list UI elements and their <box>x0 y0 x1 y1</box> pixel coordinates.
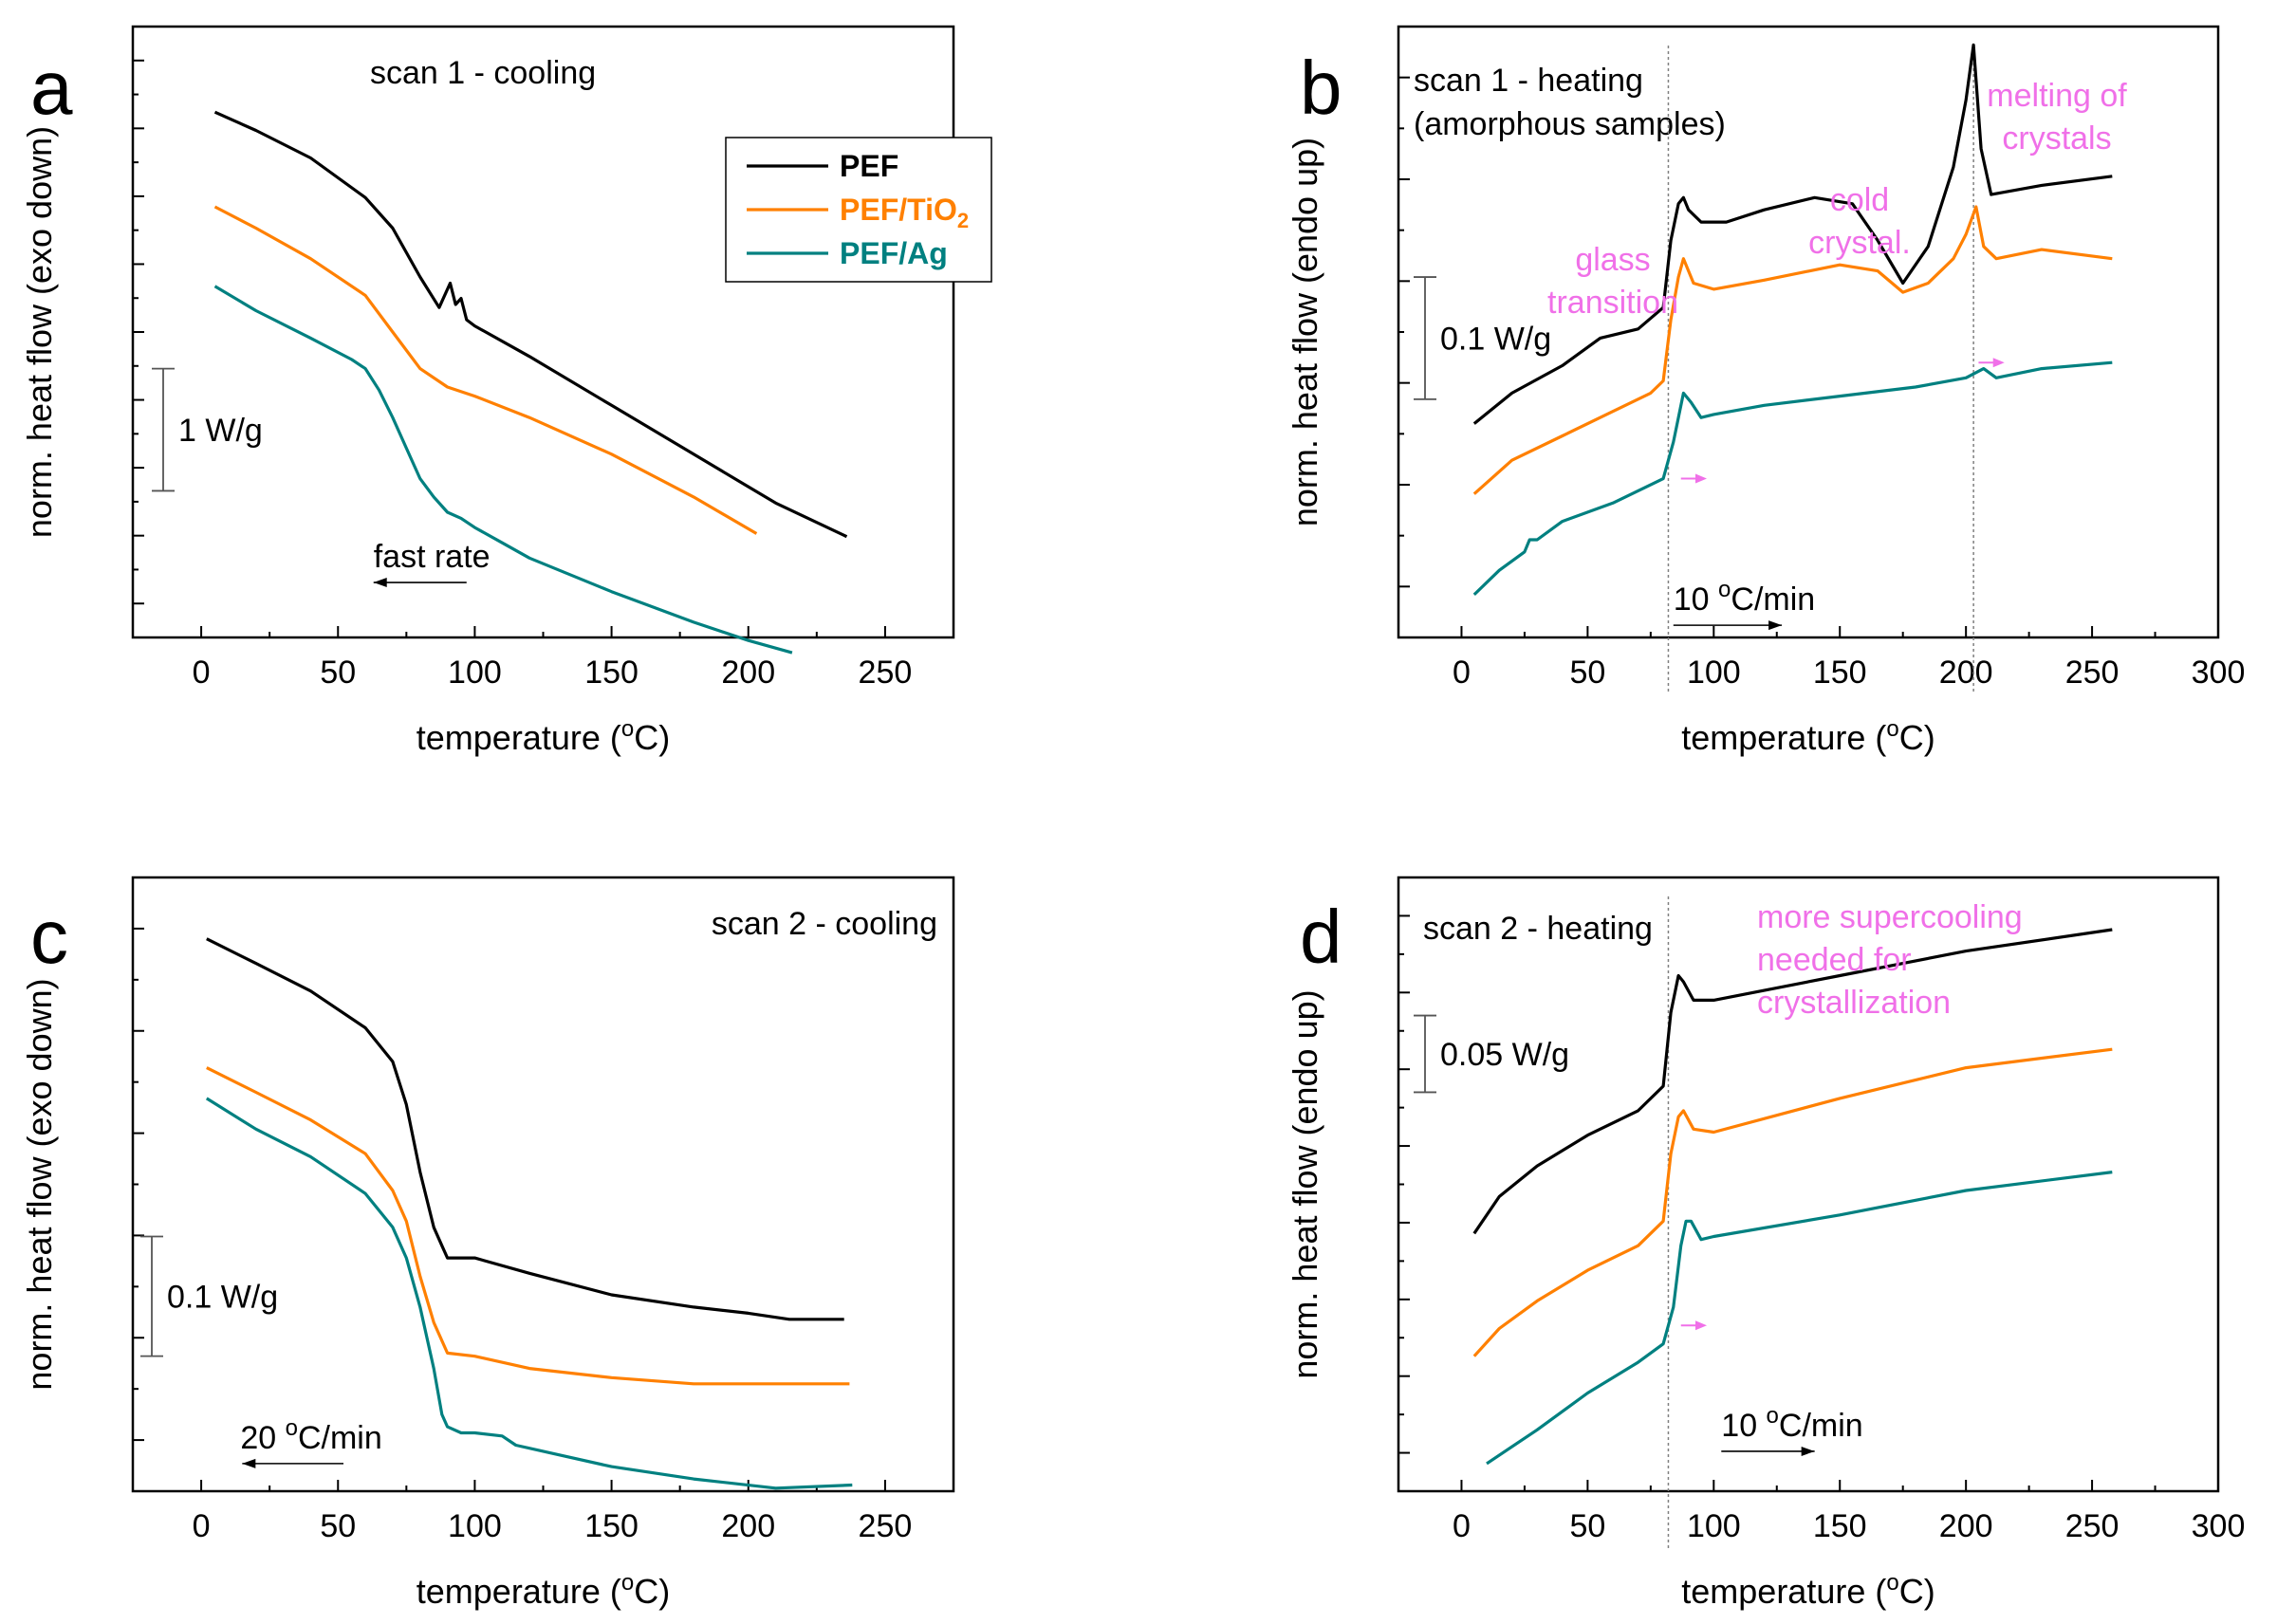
x-tick-label: 0 <box>1453 655 1471 691</box>
x-tick-label: 150 <box>584 655 639 691</box>
x-tick-label: 0 <box>193 1508 211 1544</box>
x-axis-label: temperature (oC) <box>1681 716 1935 757</box>
annotation-text: more supercooling <box>1757 899 2023 935</box>
series-line-pef <box>206 937 844 1321</box>
series-line-pef <box>1472 43 2113 425</box>
x-tick-label: 50 <box>1569 1508 1605 1544</box>
panel-letter: b <box>1300 46 1342 130</box>
series-line-pef-tio2 <box>1472 205 2113 495</box>
rate-label: fast rate <box>374 539 491 575</box>
series-line-pef <box>1472 928 2113 1235</box>
x-axis-label: temperature (oC) <box>417 1570 670 1611</box>
panel-letter: d <box>1300 895 1342 979</box>
x-tick-label: 100 <box>1687 1508 1741 1544</box>
panel-letter: c <box>30 895 68 979</box>
x-tick-label: 100 <box>448 1508 502 1544</box>
y-axis-label: norm. heat flow (exo down) <box>20 126 59 538</box>
series-line-pef-tio2 <box>1472 1047 2113 1357</box>
x-tick-label: 100 <box>448 655 502 691</box>
panel-a: 0 50 100 150 200 250 temperature (oC) norm. hea… <box>20 25 992 757</box>
legend-label: PEF <box>840 149 898 183</box>
annotation-text: crystals <box>2002 120 2111 157</box>
x-tick-label: 50 <box>320 1508 356 1544</box>
x-tick-label: 250 <box>859 655 913 691</box>
plot-frame <box>131 876 955 1493</box>
annotation-text: crystal. <box>1808 225 1911 261</box>
legend-label: PEF/Ag <box>840 236 948 270</box>
legend-label: PEF/TiO2 <box>840 193 969 232</box>
rate-arrow-head <box>242 1458 256 1468</box>
x-tick-label: 150 <box>584 1508 639 1544</box>
panel-c: 0 50 100 150 200 250 temperature (oC) norm. hea… <box>20 876 955 1611</box>
x-tick-label: 0 <box>193 655 211 691</box>
x-tick-label: 0 <box>1453 1508 1471 1544</box>
y-axis-label: norm. heat flow (endo up) <box>1286 989 1324 1378</box>
shift-arrow-head <box>1695 473 1708 484</box>
scale-bar-label: 0.05 W/g <box>1440 1037 1569 1073</box>
x-tick-label: 250 <box>859 1508 913 1544</box>
x-tick-label: 200 <box>721 655 775 691</box>
series-line-pef-ag <box>1472 360 2113 597</box>
series-line-pef-tio2 <box>213 205 758 535</box>
x-axis-label: temperature (oC) <box>1681 1570 1935 1611</box>
rate-arrow-head <box>1801 1446 1815 1456</box>
annotation-text: cold <box>1830 182 1889 218</box>
y-axis-label: norm. heat flow (exo down) <box>20 978 59 1390</box>
rate-label: 20 oC/min <box>240 1415 381 1456</box>
plot-frame <box>131 25 955 639</box>
scale-bar-label: 0.1 W/g <box>1440 321 1551 357</box>
series-line-pef <box>213 110 848 539</box>
panel-title: scan 1 - cooling <box>370 55 596 91</box>
panel-title: scan 2 - heating <box>1423 911 1653 947</box>
panel-title: scan 1 - heating <box>1414 63 1643 99</box>
series-line-pef-ag <box>205 1097 853 1490</box>
shift-arrow-head <box>1695 1320 1708 1331</box>
panel-d: 0 50 100 150 200 250 300 temperature (oC) norm. … <box>1286 876 2246 1611</box>
series-line-pef-ag <box>213 285 793 655</box>
x-tick-label: 150 <box>1813 655 1867 691</box>
annotation-text: crystallization <box>1757 985 1951 1021</box>
rate-label: 10 oC/min <box>1721 1403 1862 1444</box>
x-axis-label: temperature (oC) <box>417 716 670 757</box>
annotation-text: melting of <box>1987 78 2127 114</box>
x-tick-label: 200 <box>721 1508 775 1544</box>
series-line-pef-tio2 <box>206 1066 850 1386</box>
panel-title-line2: (amorphous samples) <box>1414 106 1726 142</box>
x-tick-label: 250 <box>2065 655 2120 691</box>
scale-bar-label: 1 W/g <box>178 413 263 449</box>
x-tick-label: 50 <box>1569 655 1605 691</box>
annotation-text: transition <box>1547 285 1678 321</box>
shift-arrow-head <box>1992 358 2005 368</box>
y-axis-label: norm. heat flow (endo up) <box>1286 138 1324 526</box>
legend: PEF PEF/TiO2 PEF/Ag <box>725 137 992 283</box>
panel-letter: a <box>30 46 73 130</box>
x-tick-label: 200 <box>1939 655 1993 691</box>
rate-arrow-head <box>373 578 387 588</box>
panel-b: 0 50 100 150 200 250 300 temperature (oC) norm. … <box>1286 25 2246 757</box>
x-tick-label: 150 <box>1813 1508 1867 1544</box>
series-line-pef-ag <box>1486 1171 2113 1466</box>
x-tick-label: 50 <box>320 655 356 691</box>
scale-bar-label: 0.1 W/g <box>167 1280 278 1316</box>
x-tick-label: 300 <box>2192 1508 2246 1544</box>
rate-label: 10 oC/min <box>1674 577 1815 618</box>
panel-title: scan 2 - cooling <box>712 906 937 942</box>
annotation-text: glass <box>1575 242 1650 278</box>
x-tick-label: 300 <box>2192 655 2246 691</box>
x-tick-label: 200 <box>1939 1508 1993 1544</box>
x-tick-label: 100 <box>1687 655 1741 691</box>
annotation-text: needed for <box>1757 942 1912 978</box>
rate-arrow-head <box>1768 620 1783 631</box>
x-tick-label: 250 <box>2065 1508 2120 1544</box>
